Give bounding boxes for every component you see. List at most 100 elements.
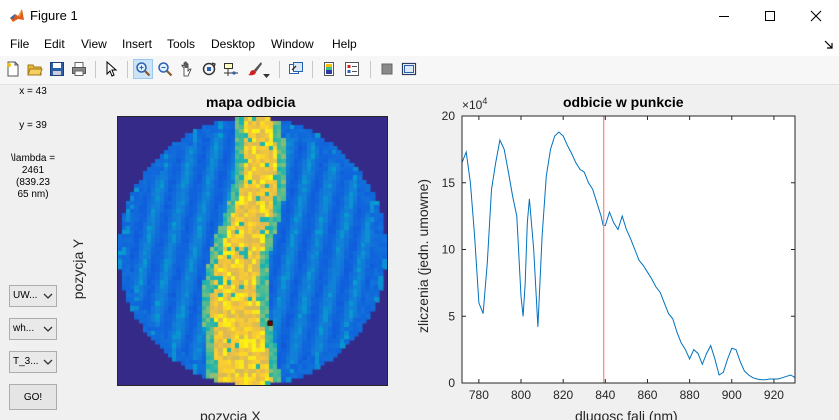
show-plot-tools-icon (401, 62, 417, 76)
brush-icon (248, 62, 262, 76)
x-tick-label: 840 (595, 388, 615, 402)
hide-plot-tools-button[interactable] (377, 59, 397, 79)
menu-help[interactable]: Help (332, 37, 357, 51)
menu-window[interactable]: Window (271, 37, 314, 51)
brush-button[interactable] (245, 59, 265, 79)
menu-edit[interactable]: Edit (44, 37, 65, 51)
data-cursor-icon (224, 63, 238, 76)
menu-desktop[interactable]: Desktop (211, 37, 256, 51)
go-button[interactable]: GO! (9, 384, 57, 410)
link-plot-button[interactable] (286, 59, 306, 79)
x-tick-label: 800 (511, 388, 531, 402)
new-figure-icon (7, 61, 19, 77)
toolbar-separator (95, 61, 96, 78)
dock-figure-icon[interactable] (824, 40, 833, 49)
figure-toolbar (0, 56, 839, 85)
print-button[interactable] (69, 59, 89, 79)
figure-canvas: x = 43 y = 39 \lambda = 2461 (839.23 65 … (0, 85, 839, 420)
window-title: Figure 1 (30, 8, 78, 23)
x-tick-label: 900 (722, 388, 742, 402)
insert-legend-icon (345, 62, 359, 76)
data-cursor-button[interactable] (221, 59, 241, 79)
wavelength-popup-value: UW... (13, 290, 38, 301)
menu-file[interactable]: File (10, 37, 30, 51)
sample-popup[interactable]: T_3... (9, 351, 57, 373)
lambda-line-2: 2461 (21, 165, 45, 176)
y-tick-label: 10 (442, 243, 456, 257)
save-icon (50, 62, 64, 76)
toolbar-separator (127, 61, 128, 78)
y-exponent-power: 4 (482, 96, 488, 106)
y-readout: y = 39 (19, 120, 47, 131)
maximize-button[interactable] (747, 0, 793, 32)
reflectance-map-image[interactable] (117, 116, 388, 386)
rotate-3d-icon (202, 62, 216, 76)
chevron-down-icon (43, 326, 53, 332)
chevron-down-icon (43, 293, 53, 299)
edit-plot-icon (106, 61, 118, 77)
menu-insert[interactable]: Insert (122, 37, 153, 51)
x-tick-label: 920 (764, 388, 784, 402)
zoom-in-button[interactable] (133, 59, 153, 79)
spectrum-title: odbicie w punkcie (563, 94, 684, 110)
lambda-line-1: \lambda = (10, 153, 56, 164)
insert-colorbar-icon (324, 62, 334, 76)
close-icon (810, 10, 822, 22)
window-titlebar: Figure 1 (0, 0, 839, 32)
insert-legend-button[interactable] (342, 59, 362, 79)
maximize-icon (765, 11, 775, 21)
reference-popup[interactable]: wh... (9, 318, 57, 340)
spectrum-xlabel: dlugosc fali (nm) (575, 408, 678, 420)
x-tick-label: 860 (637, 388, 657, 402)
x-readout: x = 43 (19, 86, 47, 97)
zoom-out-button[interactable] (155, 59, 175, 79)
x-tick-label: 780 (469, 388, 489, 402)
spectrum-line (461, 131, 796, 381)
link-plot-icon (289, 62, 303, 74)
sample-popup-value: T_3... (13, 356, 39, 367)
x-tick-label: 880 (680, 388, 700, 402)
y-exponent-base: ×10 (462, 98, 483, 112)
zoom-in-icon (136, 62, 151, 77)
map-xlabel: pozycja X (200, 408, 261, 420)
map-title: mapa odbicia (206, 94, 296, 110)
menu-view[interactable]: View (81, 37, 107, 51)
minimize-button[interactable] (701, 0, 747, 32)
plot-area (462, 116, 795, 383)
show-plot-tools-button[interactable] (399, 59, 419, 79)
y-tick-label: 5 (448, 309, 455, 323)
y-exponent-label: ×104 (462, 96, 487, 112)
y-tick-label: 15 (442, 176, 456, 190)
zoom-out-icon (158, 62, 173, 77)
menu-bar: File Edit View Insert Tools Desktop Wind… (0, 32, 839, 56)
y-tick-label: 0 (448, 376, 455, 390)
wavelength-popup[interactable]: UW... (9, 285, 57, 307)
chevron-down-icon (43, 359, 53, 365)
close-button[interactable] (793, 0, 839, 32)
toolbar-separator (370, 61, 371, 78)
lambda-readout: \lambda = 2461 (839.23 65 nm) (5, 153, 61, 201)
rotate-3d-button[interactable] (199, 59, 219, 79)
minimize-icon (719, 16, 729, 17)
new-figure-button[interactable] (3, 59, 23, 79)
hide-plot-tools-icon (381, 63, 393, 75)
save-button[interactable] (47, 59, 67, 79)
open-file-button[interactable] (25, 59, 45, 79)
toolbar-separator (312, 61, 313, 78)
x-tick-label: 820 (553, 388, 573, 402)
pan-button[interactable] (177, 59, 197, 79)
y-tick-label: 20 (442, 109, 456, 123)
spectrum-plot[interactable]: 780 800 820 840 860 880 900 920 0 5 10 15 20 (0, 85, 839, 420)
lambda-line-4: 65 nm) (17, 189, 49, 200)
menu-tools[interactable]: Tools (167, 37, 196, 51)
print-icon (72, 62, 86, 76)
lambda-line-3: (839.23 (16, 177, 50, 188)
matlab-logo-icon (10, 9, 24, 22)
brush-dropdown-icon[interactable] (263, 66, 270, 84)
insert-colorbar-button[interactable] (320, 59, 340, 79)
edit-plot-button[interactable] (101, 59, 121, 79)
toolbar-separator (279, 61, 280, 78)
open-file-icon (27, 64, 43, 76)
reference-popup-value: wh... (13, 323, 35, 334)
pan-icon (181, 61, 192, 77)
